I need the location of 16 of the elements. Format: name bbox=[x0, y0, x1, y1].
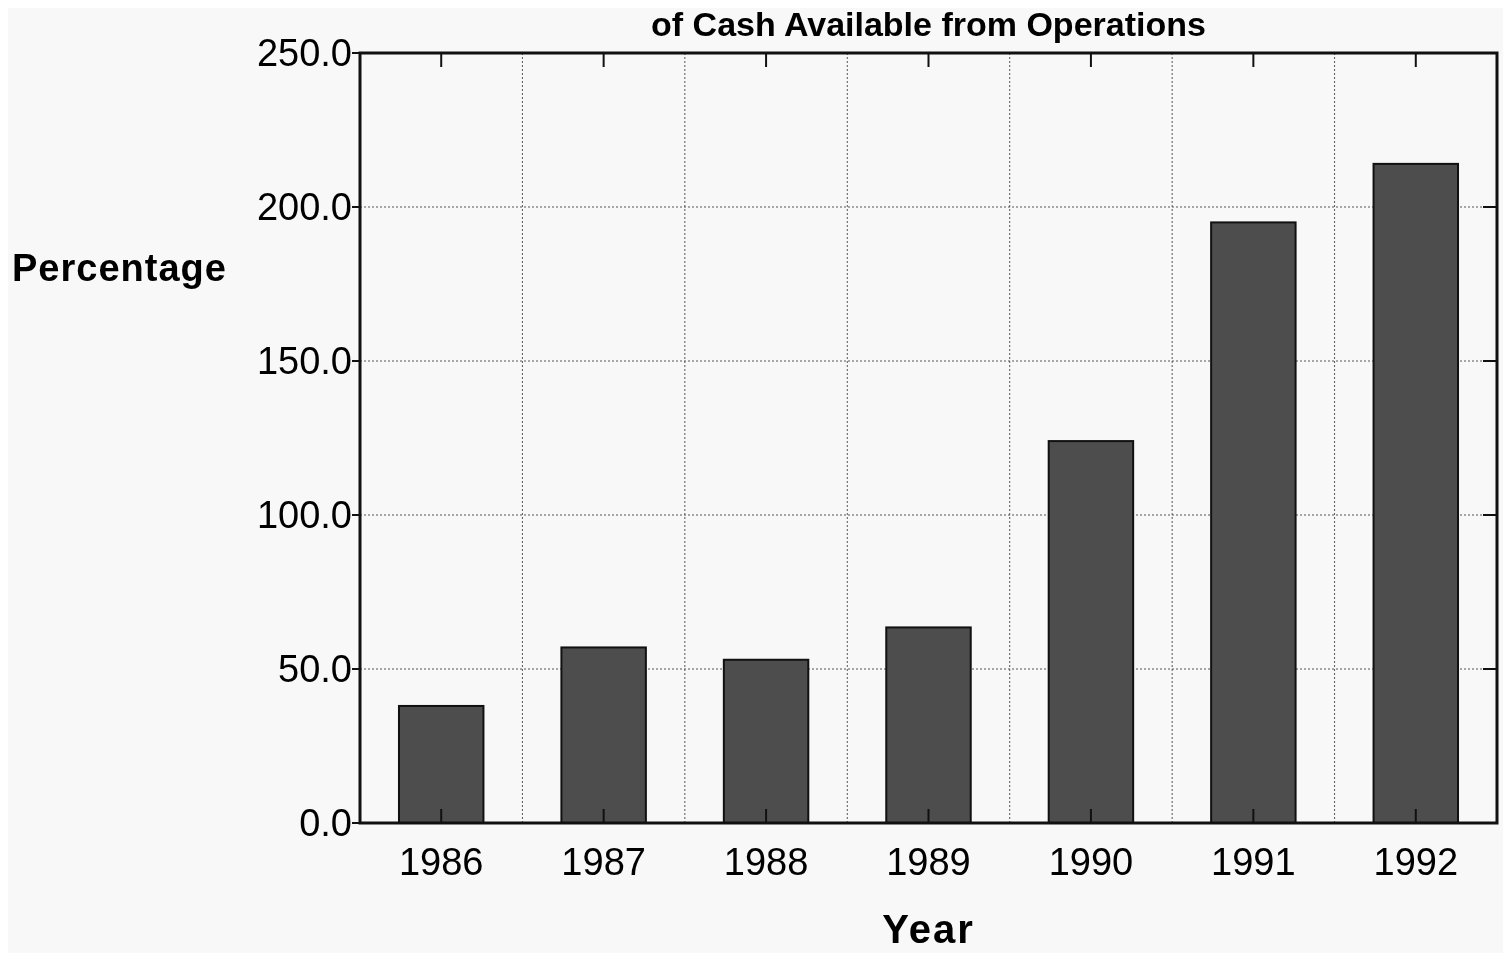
y-tick-label: 250.0 bbox=[256, 32, 352, 75]
y-tick-label: 100.0 bbox=[256, 494, 352, 537]
y-tick-label: 50.0 bbox=[278, 648, 352, 691]
x-tick-label: 1988 bbox=[723, 841, 809, 883]
y-axis-title: Percentage bbox=[12, 247, 227, 289]
x-tick-label: 1987 bbox=[561, 841, 646, 883]
x-axis-title: Year bbox=[882, 907, 975, 951]
x-tick-label: 1992 bbox=[1373, 841, 1459, 883]
x-tick-label: 1990 bbox=[1048, 841, 1134, 883]
x-tick-label: 1991 bbox=[1211, 841, 1296, 883]
chart-title: of Cash Available from Operations bbox=[651, 5, 1206, 43]
x-tick-label: 1989 bbox=[886, 841, 971, 883]
y-tick-label: 200.0 bbox=[256, 186, 352, 229]
y-tick-label: 150.0 bbox=[256, 340, 352, 383]
y-tick-label: 0.0 bbox=[299, 802, 352, 845]
x-tick-label: 1986 bbox=[398, 841, 484, 883]
